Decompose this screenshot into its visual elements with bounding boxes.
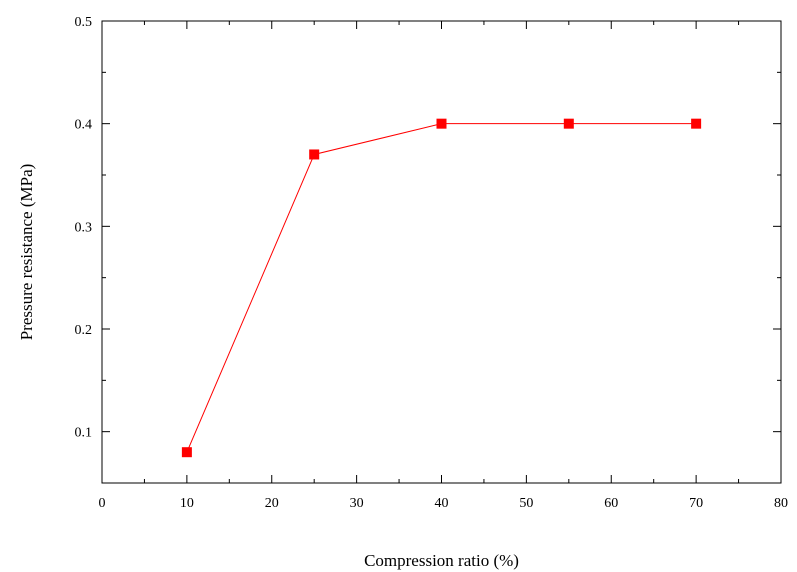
series-markers (181, 118, 702, 458)
y-tick-label: 0.2 (75, 323, 93, 338)
x-tick-label: 60 (604, 496, 618, 511)
x-tick-label: 70 (689, 496, 703, 511)
x-tick-label: 20 (265, 496, 279, 511)
y-tick-label: 0.3 (75, 220, 93, 235)
data-point (181, 447, 192, 458)
x-tick-label: 80 (774, 496, 788, 511)
series-lines (186, 123, 697, 453)
x-tick-label: 10 (180, 496, 194, 511)
x-axis-title: Compression ratio (%) (364, 551, 519, 570)
y-tick-label: 0.4 (75, 118, 93, 133)
x-tick-label: 30 (350, 496, 364, 511)
series-line (186, 123, 697, 453)
x-ticks (101, 21, 782, 483)
y-axis-title: Pressure resistance (MPa) (17, 164, 36, 341)
data-point (691, 118, 702, 129)
x-tick-label: 40 (435, 496, 449, 511)
y-tick-label: 0.1 (75, 426, 93, 441)
data-point (436, 118, 447, 129)
y-tick-label: 0.5 (75, 15, 93, 30)
y-ticks (102, 20, 781, 484)
data-point (563, 118, 574, 129)
x-tick-label: 0 (99, 496, 106, 511)
x-tick-labels: 0 10 20 30 40 50 60 70 80 (99, 496, 789, 511)
y-tick-labels: 0.1 0.2 0.3 0.4 0.5 (75, 15, 93, 441)
x-tick-label: 50 (519, 496, 533, 511)
data-point (309, 149, 320, 160)
